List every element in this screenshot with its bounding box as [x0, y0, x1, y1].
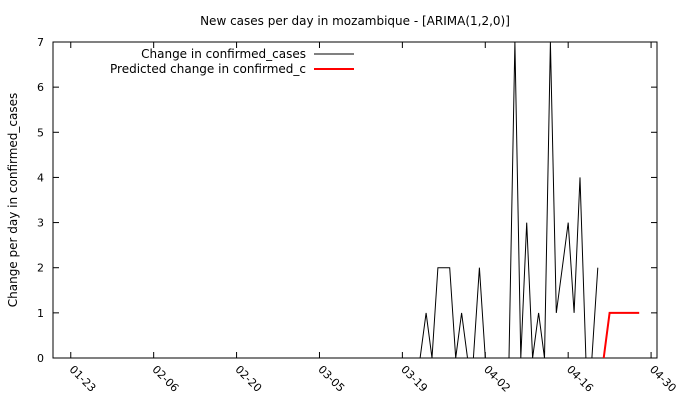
y-tick-label: 3	[37, 217, 44, 230]
legend-label: Change in confirmed_cases	[141, 47, 306, 61]
series-line-predicted	[602, 311, 640, 359]
x-tick-label: 03-19	[398, 363, 430, 395]
plot-border	[52, 41, 658, 359]
y-tick-label: 2	[37, 262, 44, 275]
series-line-confirmed	[419, 41, 599, 359]
x-tick-label: 02-20	[232, 363, 264, 395]
y-tick-label: 6	[37, 81, 44, 94]
x-tick-label: 01-23	[67, 363, 99, 395]
x-tick-label: 03-05	[315, 363, 347, 395]
x-tick-label: 04-16	[564, 363, 596, 395]
chart-title: New cases per day in mozambique - [ARIMA…	[200, 14, 510, 28]
x-tick-label: 04-02	[481, 363, 513, 395]
y-tick-label: 5	[37, 126, 44, 139]
legend-label: Predicted change in confirmed_c	[110, 62, 306, 76]
y-tick-label: 7	[37, 36, 44, 49]
y-tick-label: 0	[37, 352, 44, 365]
x-tick-label: 02-06	[150, 363, 182, 395]
y-tick-label: 1	[37, 307, 44, 320]
x-tick-label: 04-30	[647, 363, 679, 395]
y-tick-label: 4	[37, 171, 44, 184]
y-axis-label: Change per day in confirmed_cases	[6, 93, 20, 308]
